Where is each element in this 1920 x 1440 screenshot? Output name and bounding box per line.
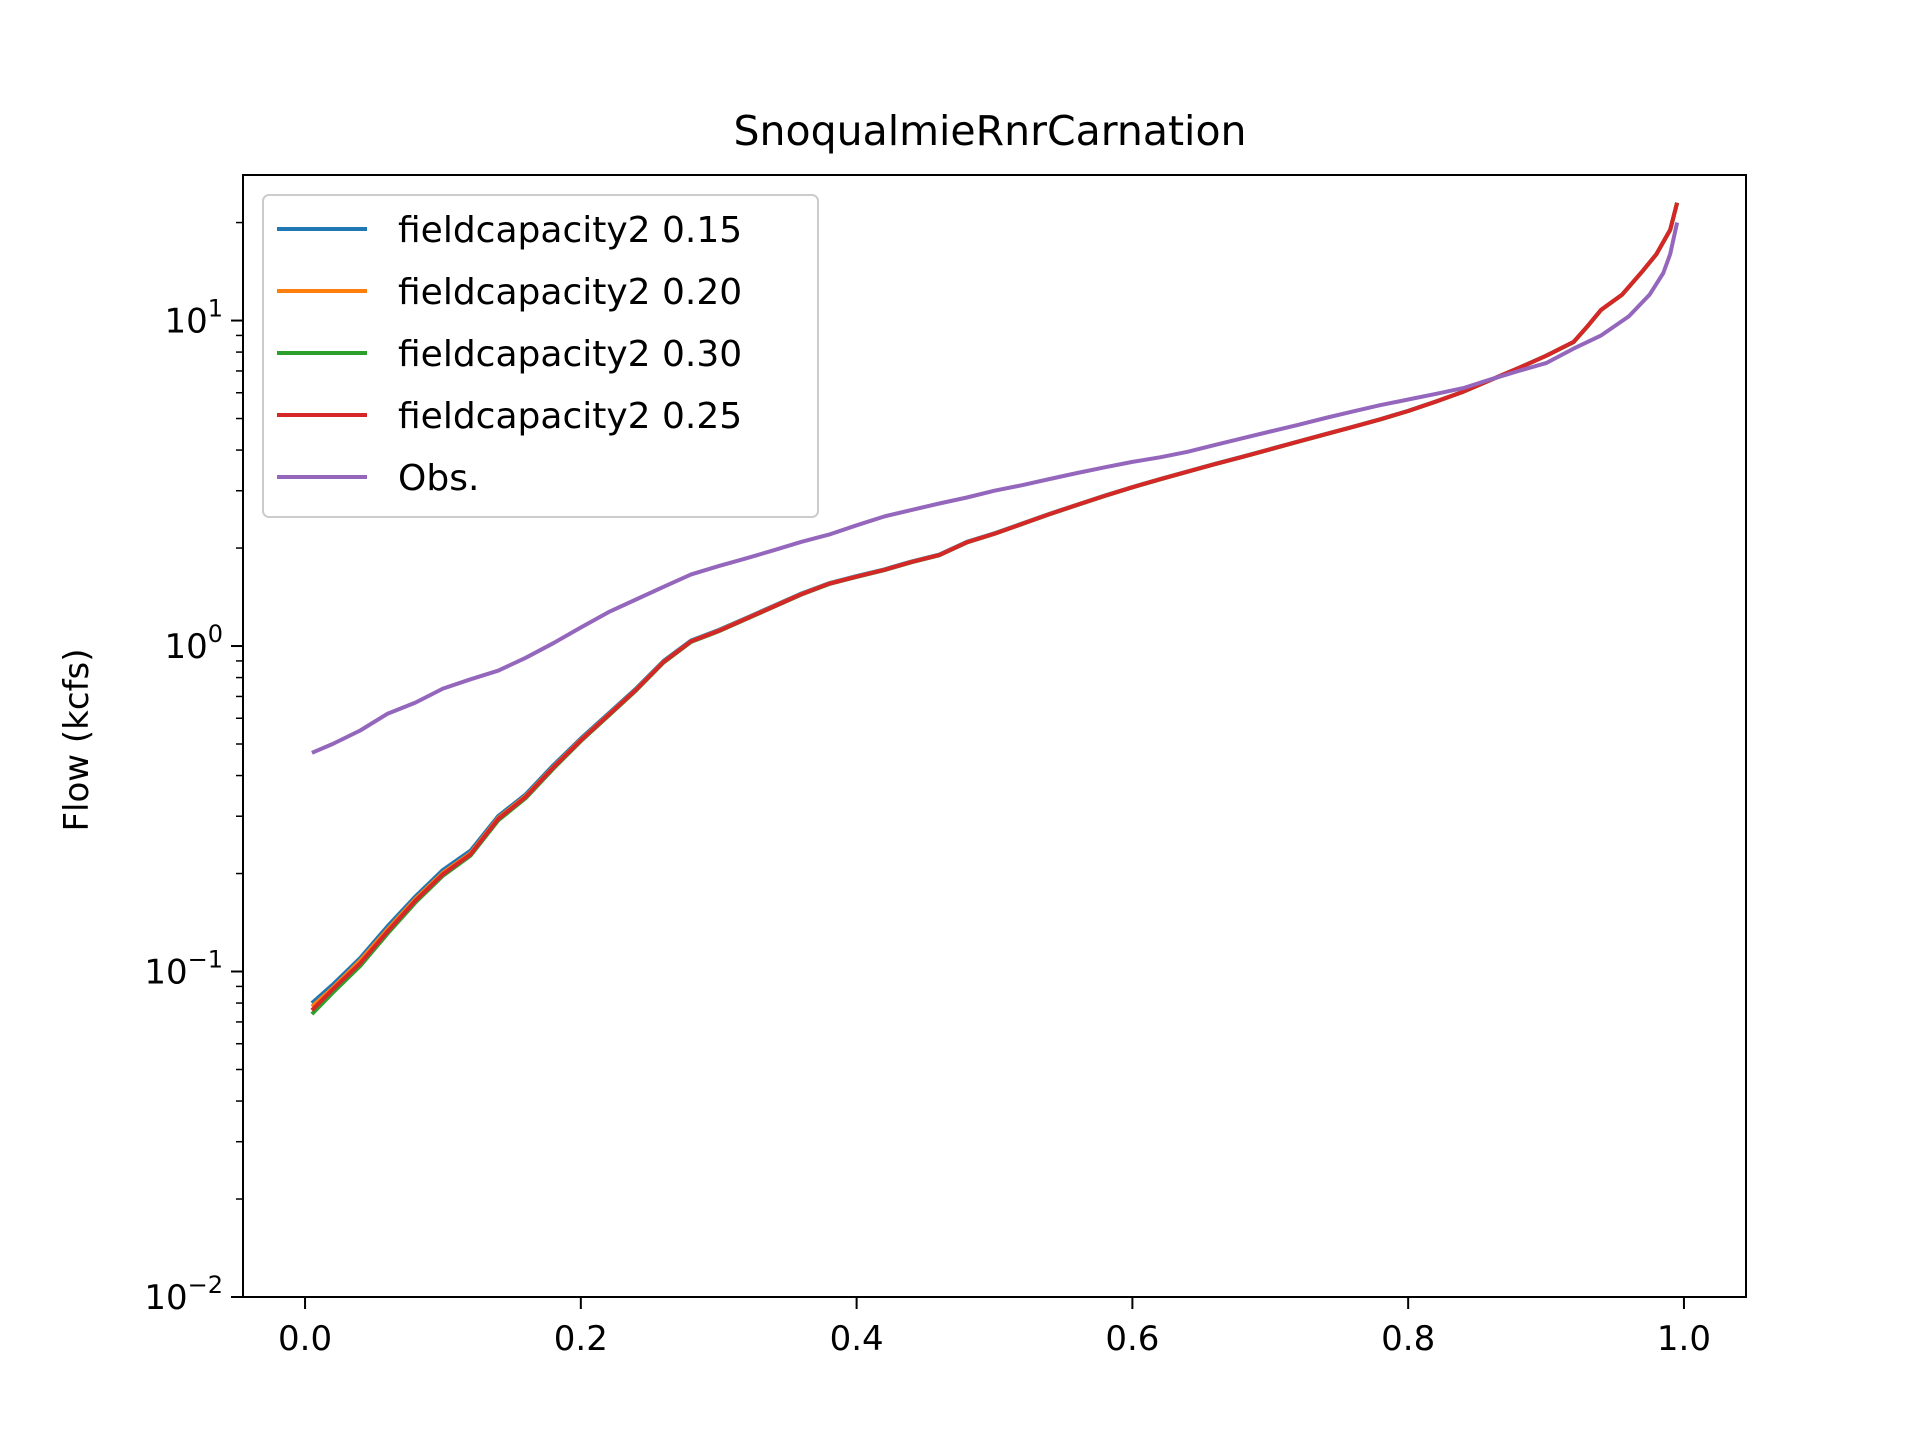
legend: fieldcapacity2 0.15 fieldcapacity2 0.20 fi… xyxy=(262,194,819,518)
series-layer xyxy=(310,202,1680,1016)
x-tick-label: 0.0 xyxy=(278,1319,332,1359)
chart-title: SnoqualmieRnrCarnation xyxy=(733,107,1246,155)
legend-label: fieldcapacity2 0.15 xyxy=(398,210,742,251)
x-tick-label: 0.6 xyxy=(1105,1319,1159,1359)
series-line-4 xyxy=(310,202,1680,1012)
legend-frame xyxy=(262,194,819,518)
legend-label: fieldcapacity2 0.20 xyxy=(398,272,742,313)
y-tick-label: 10−1 xyxy=(144,946,223,993)
x-tick-label: 0.4 xyxy=(830,1319,884,1359)
legend-label: fieldcapacity2 0.25 xyxy=(398,396,742,437)
x-tick-label: 0.2 xyxy=(554,1319,608,1359)
y-tick-label: 10−2 xyxy=(144,1271,223,1318)
y-axis-label: Flow (kcfs) xyxy=(57,648,97,831)
series-line-5 xyxy=(311,222,1680,755)
legend-label: Obs. xyxy=(398,458,479,499)
legend-label: fieldcapacity2 0.30 xyxy=(398,334,742,375)
y-tick-label: 101 xyxy=(164,295,223,342)
tick-layer: 0.0 0.2 0.4 0.6 0.8 1.0 10−2 10−1 100 101 xyxy=(144,221,1711,1359)
x-tick-label: 1.0 xyxy=(1657,1319,1711,1359)
plot-frame xyxy=(242,174,1747,1298)
y-tick-label: 100 xyxy=(164,620,223,667)
x-tick-label: 0.8 xyxy=(1381,1319,1435,1359)
